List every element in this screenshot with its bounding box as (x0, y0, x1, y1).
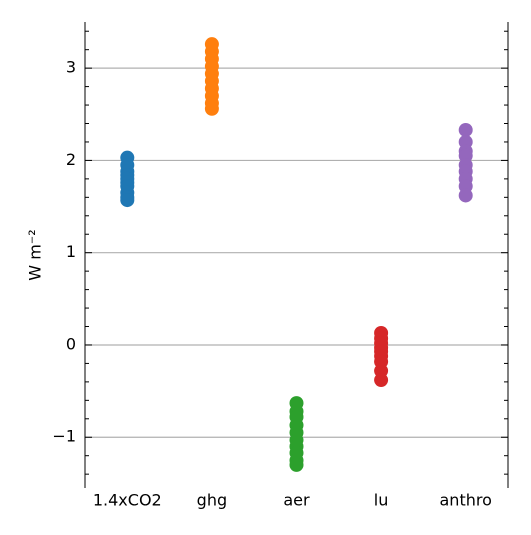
x-tick-label: ghg (197, 491, 227, 510)
point (120, 193, 135, 208)
y-tick-label: 1 (66, 242, 76, 261)
point (458, 122, 473, 137)
y-tick-label: −1 (52, 427, 76, 446)
x-tick-label: anthro (440, 491, 492, 510)
y-tick-label: 2 (66, 150, 76, 169)
point (204, 101, 219, 116)
x-tick-label: aer (283, 491, 310, 510)
x-tick-label: lu (374, 491, 389, 510)
point (289, 457, 304, 472)
y-tick-label: 3 (66, 58, 76, 77)
point (458, 188, 473, 203)
y-tick-label: 0 (66, 334, 76, 353)
y-axis-label: W m⁻² (26, 229, 45, 280)
x-tick-label: 1.4xCO2 (93, 491, 162, 510)
point (374, 373, 389, 388)
